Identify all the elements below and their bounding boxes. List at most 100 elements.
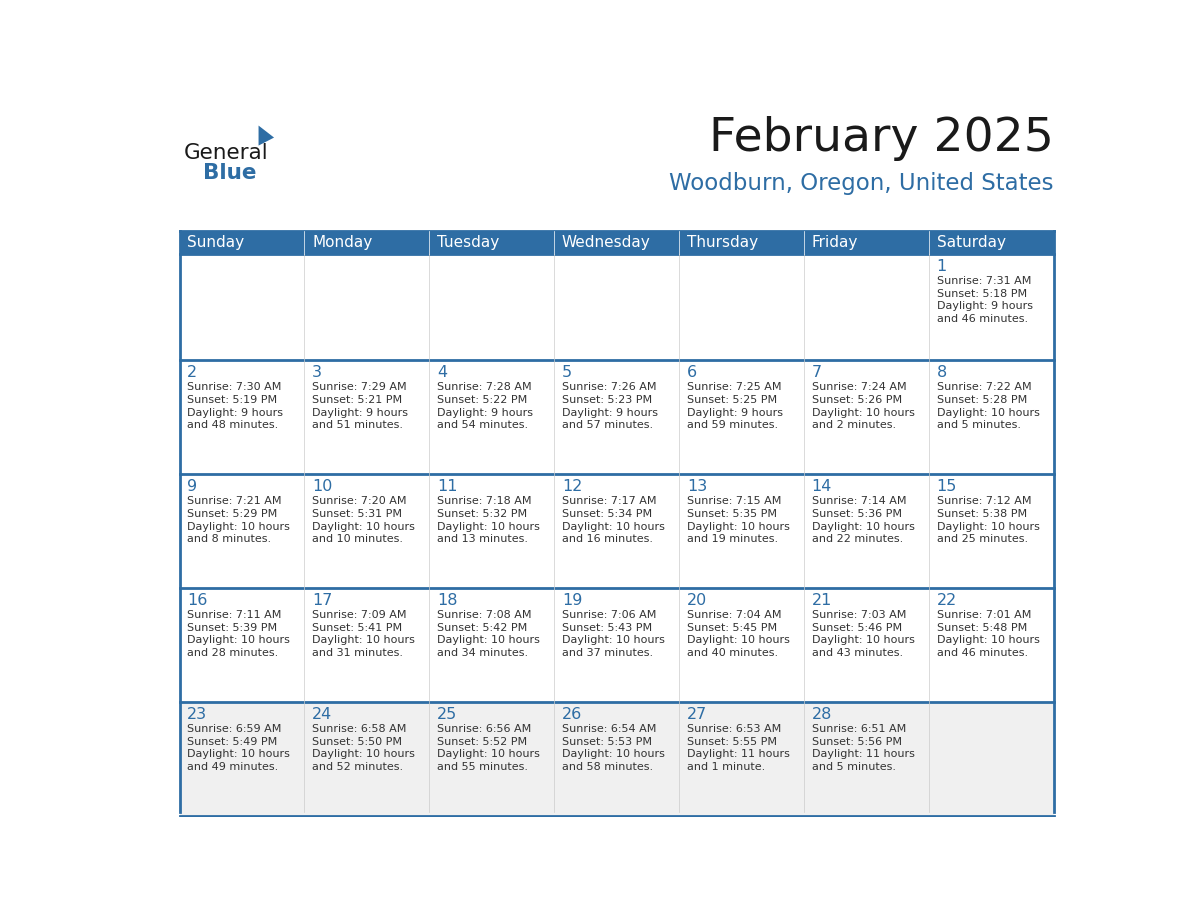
Polygon shape [259,126,274,146]
Text: 17: 17 [312,593,333,608]
Text: Sunrise: 7:03 AM
Sunset: 5:46 PM
Daylight: 10 hours
and 43 minutes.: Sunrise: 7:03 AM Sunset: 5:46 PM Dayligh… [811,610,915,658]
Text: 15: 15 [936,479,958,494]
Text: 12: 12 [562,479,582,494]
Text: 22: 22 [936,593,956,608]
Text: 20: 20 [687,593,707,608]
Text: Sunrise: 6:58 AM
Sunset: 5:50 PM
Daylight: 10 hours
and 52 minutes.: Sunrise: 6:58 AM Sunset: 5:50 PM Dayligh… [312,724,415,772]
Bar [804,475,929,588]
Bar [179,588,304,702]
Bar [554,588,680,702]
Text: 7: 7 [811,365,822,380]
Text: 26: 26 [562,707,582,722]
Bar [429,254,554,361]
Bar [304,254,429,361]
Bar [554,475,680,588]
Bar [554,254,680,361]
Text: 2: 2 [188,365,197,380]
Bar [304,588,429,702]
Text: Saturday: Saturday [936,235,1005,250]
Bar [804,702,929,816]
Bar [179,702,304,816]
Bar [304,361,429,475]
Text: 27: 27 [687,707,707,722]
Text: Blue: Blue [203,162,257,183]
Bar [554,361,680,475]
Text: Sunday: Sunday [188,235,245,250]
Text: 16: 16 [188,593,208,608]
Bar [804,231,929,254]
Text: 10: 10 [312,479,333,494]
Bar [554,702,680,816]
Text: Thursday: Thursday [687,235,758,250]
Bar [680,361,804,475]
Text: Sunrise: 7:31 AM
Sunset: 5:18 PM
Daylight: 9 hours
and 46 minutes.: Sunrise: 7:31 AM Sunset: 5:18 PM Dayligh… [936,275,1032,324]
Bar [429,231,554,254]
Bar [929,702,1054,816]
Bar [804,254,929,361]
Text: 19: 19 [562,593,582,608]
Text: Sunrise: 7:17 AM
Sunset: 5:34 PM
Daylight: 10 hours
and 16 minutes.: Sunrise: 7:17 AM Sunset: 5:34 PM Dayligh… [562,496,665,544]
Bar [680,588,804,702]
Bar [929,254,1054,361]
Text: 23: 23 [188,707,208,722]
Text: 18: 18 [437,593,457,608]
Text: Sunrise: 7:21 AM
Sunset: 5:29 PM
Daylight: 10 hours
and 8 minutes.: Sunrise: 7:21 AM Sunset: 5:29 PM Dayligh… [188,496,290,544]
Text: Sunrise: 6:53 AM
Sunset: 5:55 PM
Daylight: 11 hours
and 1 minute.: Sunrise: 6:53 AM Sunset: 5:55 PM Dayligh… [687,724,790,772]
Text: 4: 4 [437,365,447,380]
Text: 6: 6 [687,365,697,380]
Bar [179,254,304,361]
Text: 24: 24 [312,707,333,722]
Bar [680,702,804,816]
Bar [429,702,554,816]
Text: Sunrise: 7:15 AM
Sunset: 5:35 PM
Daylight: 10 hours
and 19 minutes.: Sunrise: 7:15 AM Sunset: 5:35 PM Dayligh… [687,496,790,544]
Text: Woodburn, Oregon, United States: Woodburn, Oregon, United States [669,172,1054,195]
Text: General: General [183,143,268,163]
Bar [680,231,804,254]
Text: Sunrise: 7:29 AM
Sunset: 5:21 PM
Daylight: 9 hours
and 51 minutes.: Sunrise: 7:29 AM Sunset: 5:21 PM Dayligh… [312,382,409,431]
Bar [429,475,554,588]
Text: Sunrise: 7:09 AM
Sunset: 5:41 PM
Daylight: 10 hours
and 31 minutes.: Sunrise: 7:09 AM Sunset: 5:41 PM Dayligh… [312,610,415,658]
Text: 1: 1 [936,259,947,274]
Bar [680,254,804,361]
Text: Sunrise: 7:25 AM
Sunset: 5:25 PM
Daylight: 9 hours
and 59 minutes.: Sunrise: 7:25 AM Sunset: 5:25 PM Dayligh… [687,382,783,431]
Text: Sunrise: 7:20 AM
Sunset: 5:31 PM
Daylight: 10 hours
and 10 minutes.: Sunrise: 7:20 AM Sunset: 5:31 PM Dayligh… [312,496,415,544]
Text: Sunrise: 6:51 AM
Sunset: 5:56 PM
Daylight: 11 hours
and 5 minutes.: Sunrise: 6:51 AM Sunset: 5:56 PM Dayligh… [811,724,915,772]
Bar [179,475,304,588]
Text: Sunrise: 7:24 AM
Sunset: 5:26 PM
Daylight: 10 hours
and 2 minutes.: Sunrise: 7:24 AM Sunset: 5:26 PM Dayligh… [811,382,915,431]
Text: 3: 3 [312,365,322,380]
Text: Sunrise: 7:26 AM
Sunset: 5:23 PM
Daylight: 9 hours
and 57 minutes.: Sunrise: 7:26 AM Sunset: 5:23 PM Dayligh… [562,382,658,431]
Text: Sunrise: 7:30 AM
Sunset: 5:19 PM
Daylight: 9 hours
and 48 minutes.: Sunrise: 7:30 AM Sunset: 5:19 PM Dayligh… [188,382,283,431]
Bar [304,702,429,816]
Text: Friday: Friday [811,235,858,250]
Bar [429,361,554,475]
Bar [804,588,929,702]
Text: 11: 11 [437,479,457,494]
Text: 14: 14 [811,479,832,494]
Text: Sunrise: 6:54 AM
Sunset: 5:53 PM
Daylight: 10 hours
and 58 minutes.: Sunrise: 6:54 AM Sunset: 5:53 PM Dayligh… [562,724,665,772]
Text: 9: 9 [188,479,197,494]
Text: 28: 28 [811,707,832,722]
Bar [179,361,304,475]
Bar [554,231,680,254]
Bar [929,588,1054,702]
Text: 13: 13 [687,479,707,494]
Text: Sunrise: 7:08 AM
Sunset: 5:42 PM
Daylight: 10 hours
and 34 minutes.: Sunrise: 7:08 AM Sunset: 5:42 PM Dayligh… [437,610,539,658]
Text: Sunrise: 7:01 AM
Sunset: 5:48 PM
Daylight: 10 hours
and 46 minutes.: Sunrise: 7:01 AM Sunset: 5:48 PM Dayligh… [936,610,1040,658]
Text: 5: 5 [562,365,573,380]
Bar [804,361,929,475]
Bar [929,475,1054,588]
Text: Sunrise: 6:59 AM
Sunset: 5:49 PM
Daylight: 10 hours
and 49 minutes.: Sunrise: 6:59 AM Sunset: 5:49 PM Dayligh… [188,724,290,772]
Text: Sunrise: 6:56 AM
Sunset: 5:52 PM
Daylight: 10 hours
and 55 minutes.: Sunrise: 6:56 AM Sunset: 5:52 PM Dayligh… [437,724,539,772]
Text: Sunrise: 7:28 AM
Sunset: 5:22 PM
Daylight: 9 hours
and 54 minutes.: Sunrise: 7:28 AM Sunset: 5:22 PM Dayligh… [437,382,533,431]
Text: Wednesday: Wednesday [562,235,651,250]
Bar [929,231,1054,254]
Bar [304,231,429,254]
Text: 8: 8 [936,365,947,380]
Text: 21: 21 [811,593,832,608]
Bar [179,231,304,254]
Text: Monday: Monday [312,235,372,250]
Text: Sunrise: 7:22 AM
Sunset: 5:28 PM
Daylight: 10 hours
and 5 minutes.: Sunrise: 7:22 AM Sunset: 5:28 PM Dayligh… [936,382,1040,431]
Text: Sunrise: 7:12 AM
Sunset: 5:38 PM
Daylight: 10 hours
and 25 minutes.: Sunrise: 7:12 AM Sunset: 5:38 PM Dayligh… [936,496,1040,544]
Bar [429,588,554,702]
Text: Sunrise: 7:04 AM
Sunset: 5:45 PM
Daylight: 10 hours
and 40 minutes.: Sunrise: 7:04 AM Sunset: 5:45 PM Dayligh… [687,610,790,658]
